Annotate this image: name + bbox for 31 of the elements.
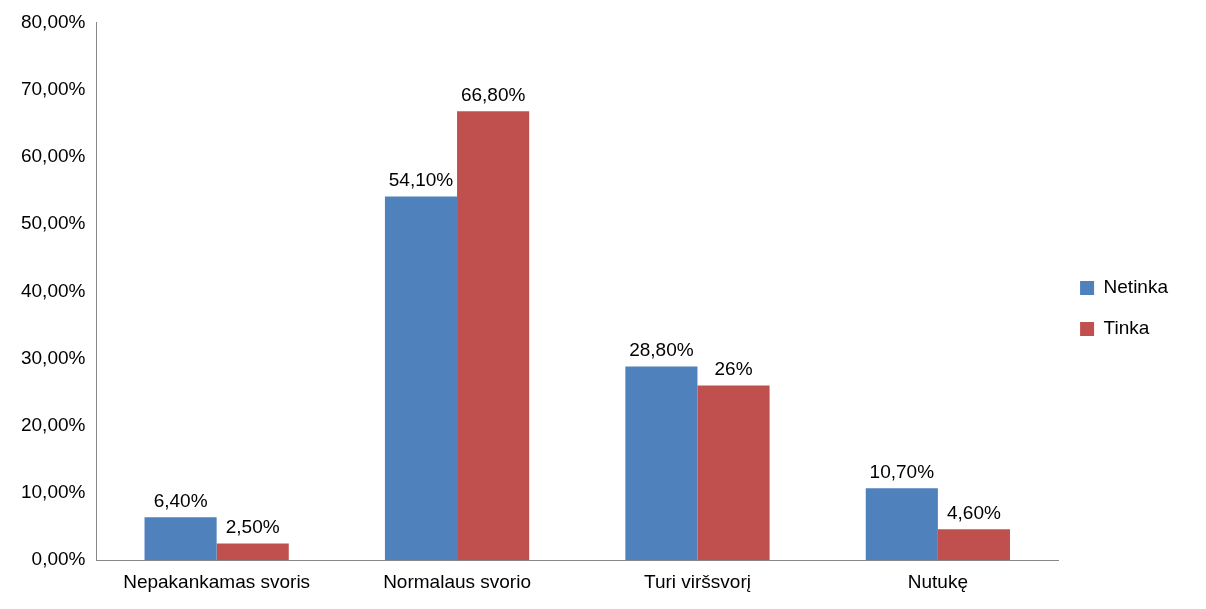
bar bbox=[697, 385, 770, 561]
y-tick-label: 10,00% bbox=[20, 481, 86, 503]
bar bbox=[625, 366, 698, 561]
y-tick-label: 70,00% bbox=[20, 77, 86, 99]
y-tick-label: 0,00% bbox=[31, 548, 86, 570]
data-label: 54,10% bbox=[388, 169, 454, 191]
bar bbox=[937, 529, 1010, 561]
data-label: 4,60% bbox=[947, 502, 1001, 524]
data-label: 6,40% bbox=[153, 489, 208, 511]
data-label: 2,50% bbox=[225, 516, 280, 538]
bar bbox=[144, 517, 217, 561]
bar bbox=[457, 111, 530, 561]
x-tick-label: Turi viršsvorį bbox=[643, 570, 751, 592]
legend-label: Netinka bbox=[1103, 276, 1169, 298]
data-label: 66,80% bbox=[460, 83, 526, 105]
y-tick-label: 80,00% bbox=[20, 10, 86, 32]
data-label: 28,80% bbox=[629, 339, 694, 361]
data-label: 10,70% bbox=[869, 461, 935, 482]
y-tick-label: 30,00% bbox=[20, 346, 86, 368]
y-tick-label: 50,00% bbox=[20, 212, 86, 234]
bar bbox=[216, 543, 289, 561]
bar bbox=[865, 488, 938, 561]
x-tick-label: Nutukę bbox=[907, 570, 968, 592]
data-label: 26% bbox=[714, 358, 753, 380]
y-tick-label: 20,00% bbox=[20, 413, 86, 435]
bar bbox=[384, 196, 458, 561]
x-tick-label: Normalaus svorio bbox=[383, 570, 531, 592]
x-tick-label: Nepakankamas svoris bbox=[123, 570, 311, 592]
y-tick-label: 60,00% bbox=[20, 145, 86, 167]
y-tick-label: 40,00% bbox=[20, 279, 86, 301]
legend-label: Tinka bbox=[1103, 317, 1150, 339]
